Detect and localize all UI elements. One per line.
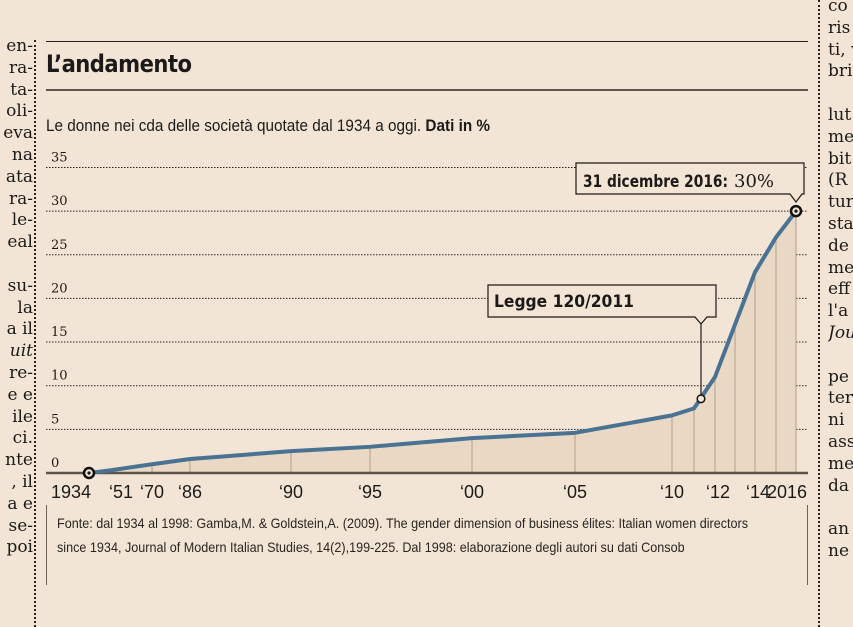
- article-right-line: ti, v: [828, 39, 853, 60]
- x-tick-label: ‘05: [563, 482, 587, 502]
- article-right-line: pe: [828, 366, 849, 387]
- annotation-value-2016: 30%: [734, 171, 774, 192]
- x-tick-label: ‘14: [746, 482, 770, 502]
- article-left-line: ta-: [10, 79, 33, 100]
- article-right-line: eff: [828, 279, 851, 300]
- article-right-line: sta: [828, 213, 853, 234]
- article-left-line: na: [11, 144, 33, 165]
- article-right-line: ris: [828, 17, 851, 38]
- x-tick-label: ‘70: [140, 482, 164, 502]
- article-right-line: co: [828, 0, 848, 16]
- article-right-line: me: [828, 126, 853, 147]
- article-right-line: bit: [828, 148, 852, 169]
- column-divider-left: [34, 40, 36, 627]
- article-left-column: en-ra-ta-oli-eva na ata ra-le-eal su-la a il…: [0, 36, 33, 559]
- x-tick-label: ‘51: [109, 482, 133, 502]
- subtitle-text: Le donne nei cda delle società quotate d…: [46, 116, 422, 135]
- article-left-line: ata: [5, 166, 33, 187]
- header-bottom-rule: [46, 89, 808, 91]
- annotation-box-legge: [487, 284, 717, 325]
- article-right-line: da: [828, 475, 850, 496]
- x-tick-label: ‘00: [460, 482, 484, 502]
- y-tick-label: 15: [51, 325, 68, 340]
- article-left-line: poi: [6, 537, 33, 558]
- article-left-line: ra-: [8, 57, 33, 78]
- article-left-line: uit: [9, 341, 33, 362]
- start-marker-dot: [87, 471, 91, 475]
- article-right-line: bri: [828, 61, 853, 82]
- article-left-line: la: [17, 297, 33, 318]
- source-text: Fonte: dal 1934 al 1998: Gamba,M. & Gold…: [57, 515, 749, 555]
- article-right-line: me: [828, 453, 853, 474]
- article-left-line: le-: [11, 210, 33, 231]
- x-tick-label: ‘95: [358, 482, 382, 502]
- article-right-line: ter: [828, 388, 853, 409]
- chart-subtitle: Le donne nei cda delle società quotate d…: [46, 116, 490, 136]
- area-fill: [89, 211, 796, 473]
- header-top-rule: [46, 41, 808, 42]
- article-left-line: oli-: [6, 101, 33, 122]
- article-right-line: (R: [828, 170, 848, 191]
- article-left-line: se-: [8, 515, 33, 536]
- annotation-marker-legge: [696, 394, 706, 404]
- end-marker-dot: [794, 209, 798, 213]
- x-tick-label: ‘12: [706, 482, 730, 502]
- article-left-line: ra-: [8, 188, 33, 209]
- article-left-line: a e: [7, 493, 33, 514]
- article-left-line: re-: [9, 362, 33, 383]
- source-box: Fonte: dal 1934 al 1998: Gamba,M. & Gold…: [46, 505, 808, 585]
- article-right-line: lut: [828, 104, 852, 125]
- y-tick-label: 10: [51, 369, 68, 384]
- article-left-line: , il: [11, 471, 33, 492]
- article-left-line: eva: [3, 123, 33, 144]
- y-tick-label: 30: [51, 194, 68, 209]
- article-left-line: ile: [12, 406, 33, 427]
- annotation-label-legge: Legge 120/2011: [494, 292, 634, 312]
- series-line: [87, 209, 798, 475]
- article-right-line: ni: [828, 410, 845, 431]
- y-tick-label: 0: [51, 456, 59, 471]
- article-left-line: ci.: [12, 428, 33, 449]
- article-right-line: l'a: [828, 301, 849, 322]
- article-right-line: me: [828, 257, 853, 278]
- article-right-line: tur: [828, 192, 853, 213]
- article-left-line: a il: [6, 319, 33, 340]
- article-left-line: eal: [7, 232, 33, 253]
- y-tick-label: 20: [51, 281, 68, 296]
- article-right-line: ne: [828, 540, 850, 561]
- chart-title: L’andamento: [46, 50, 192, 78]
- x-tick-label: 2016: [767, 482, 807, 502]
- article-right-line: de: [828, 235, 849, 256]
- column-divider-right: [818, 0, 820, 627]
- article-right-line: Jou: [828, 322, 853, 343]
- article-right-line: an: [828, 519, 850, 540]
- x-tick-label: ‘90: [279, 482, 303, 502]
- annotation-label-2016: 31 dicembre 2016:: [583, 172, 728, 192]
- article-left-line: su-: [7, 275, 33, 296]
- annotation-box-2016: [575, 162, 805, 203]
- article-left-line: nte: [5, 450, 33, 471]
- subtitle-unit: Dati in %: [425, 116, 491, 135]
- y-tick-label: 35: [51, 150, 68, 165]
- x-tick-label: 1934: [51, 482, 91, 502]
- y-tick-label: 25: [51, 238, 68, 253]
- article-right-line: ass: [828, 431, 853, 452]
- article-left-line: en-: [6, 36, 33, 56]
- article-left-line: e e: [7, 384, 33, 405]
- x-tick-label: ‘86: [178, 482, 202, 502]
- x-tick-label: ‘10: [660, 482, 684, 502]
- y-tick-label: 5: [51, 412, 59, 427]
